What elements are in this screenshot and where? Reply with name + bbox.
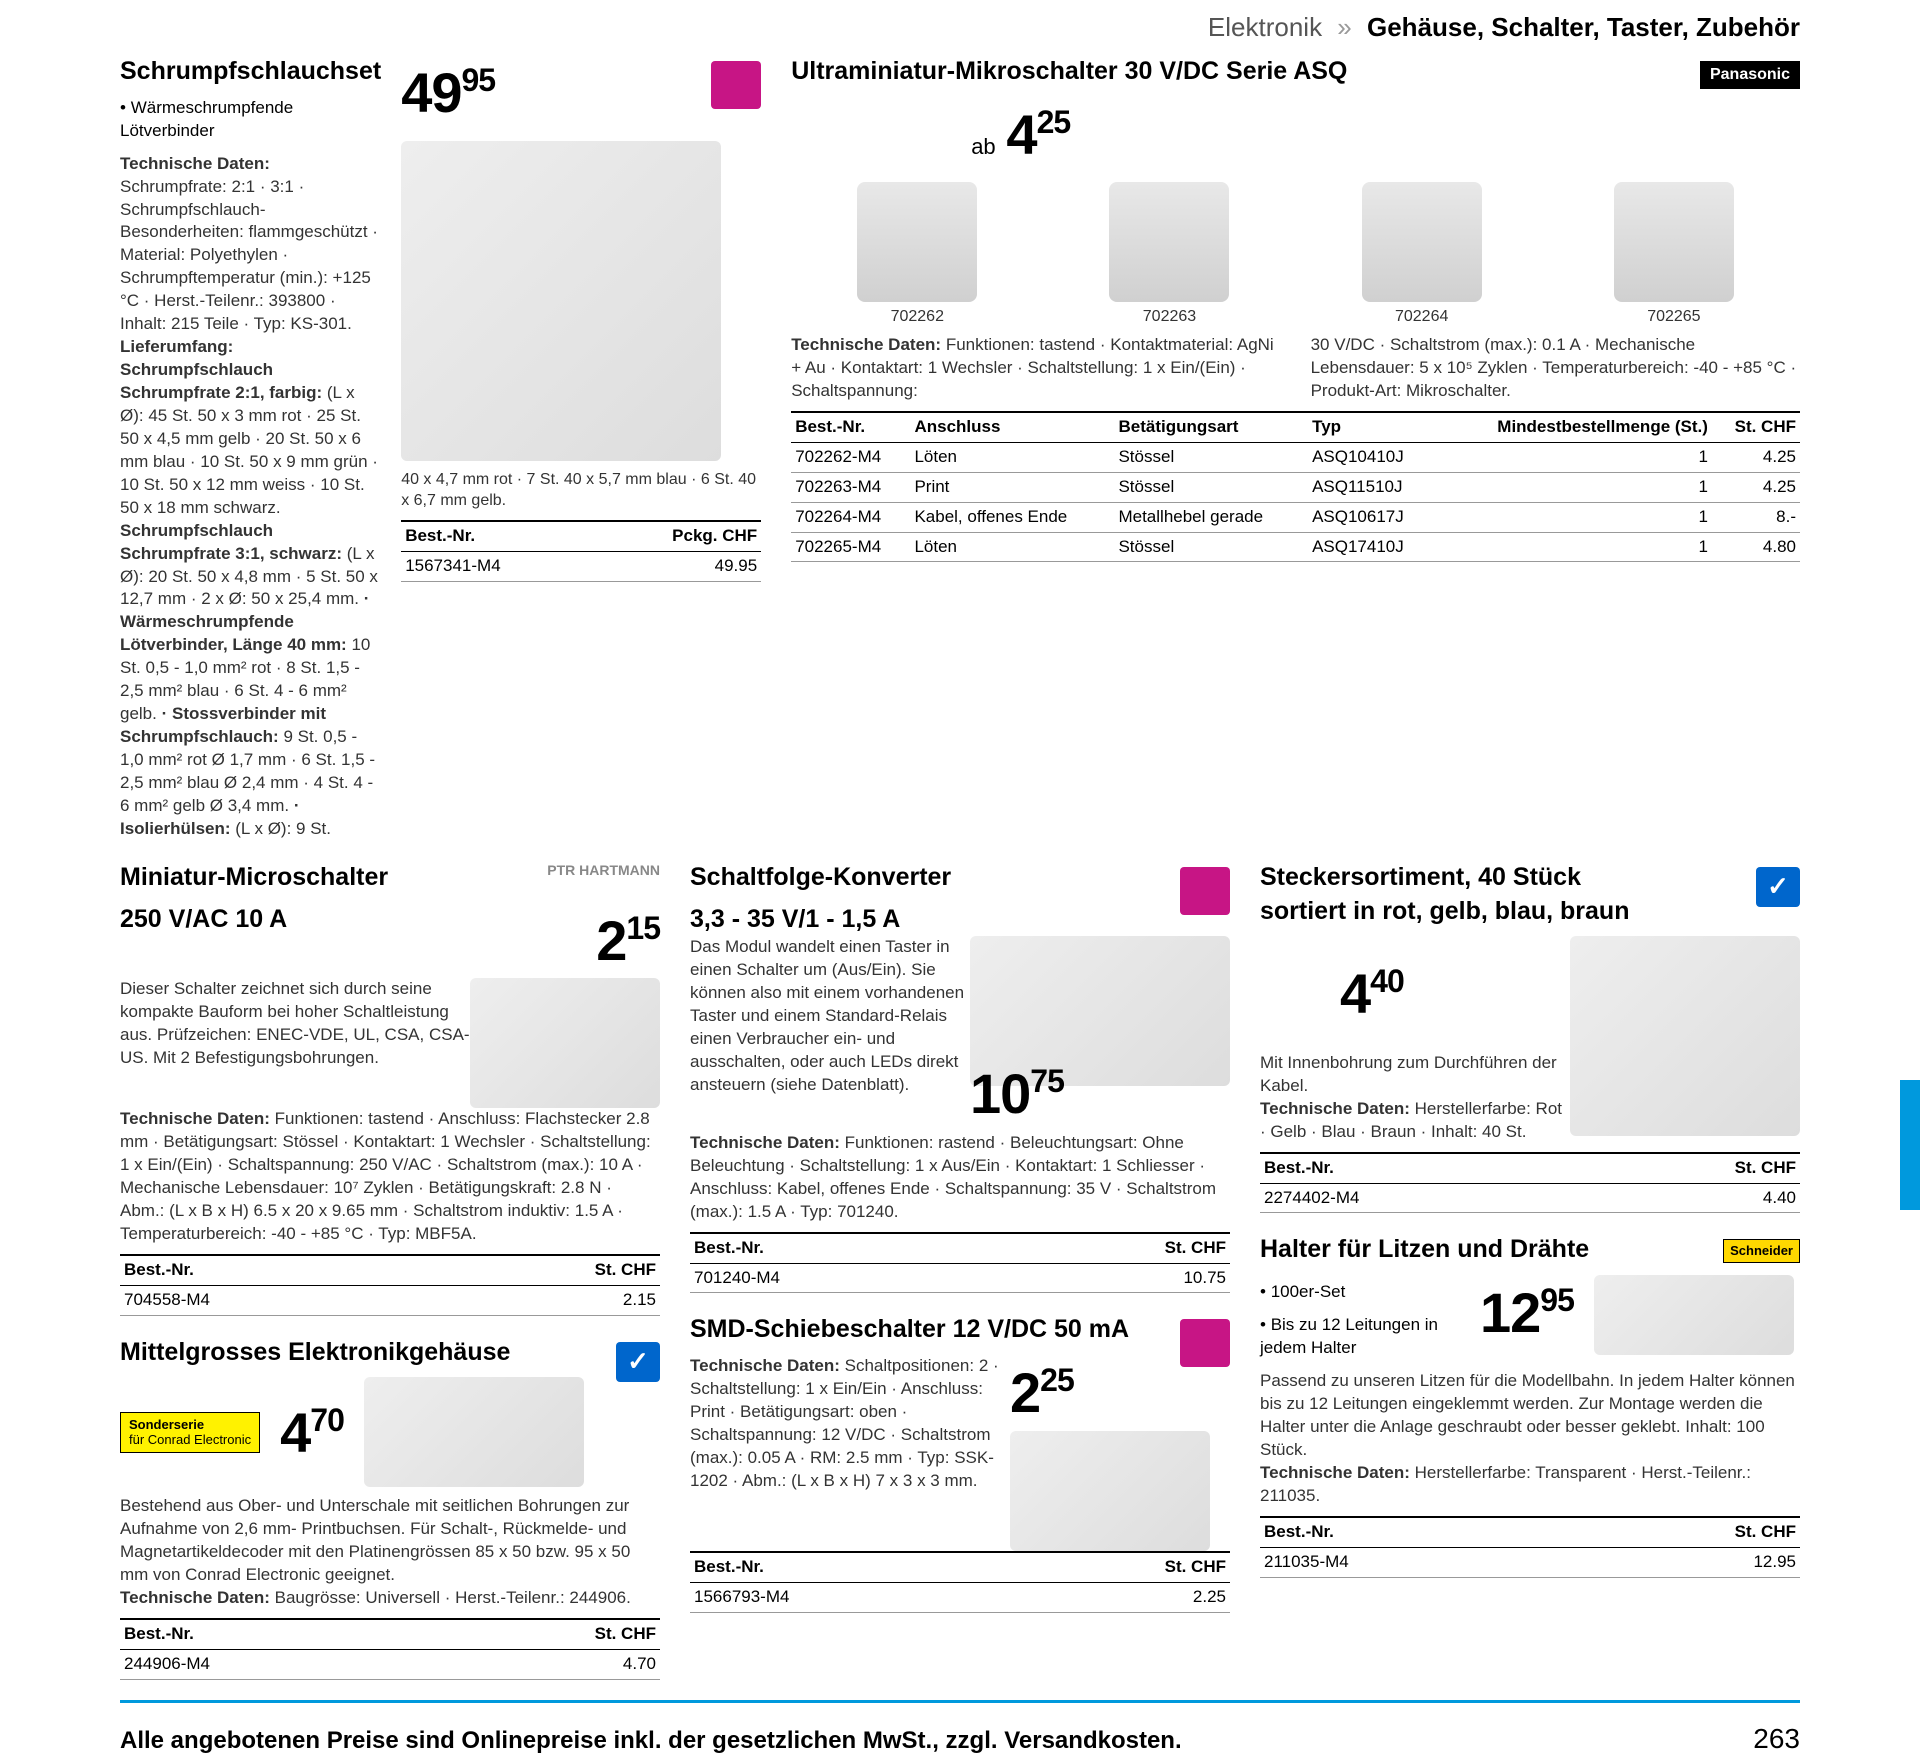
p8-tech: Technische Daten: Herstellerfarbe: Trans… <box>1260 1462 1800 1508</box>
p8-b2: Bis zu 12 Leitungen in jedem Halter <box>1260 1314 1460 1360</box>
p1-image <box>401 141 721 461</box>
p6-tech: Technische Daten: Baugrösse: Universell … <box>120 1587 660 1610</box>
p2-price-wrap: ab 425 <box>971 97 1800 173</box>
p8-desc: Passend zu unseren Litzen für die Modell… <box>1260 1370 1800 1462</box>
p4-price: 1075 <box>970 1056 1064 1132</box>
p7-price: 225 <box>1010 1355 1074 1431</box>
p8-b1: 100er-Set <box>1260 1281 1460 1304</box>
breadcrumb-sub: Gehäuse, Schalter, Taster, Zubehör <box>1367 12 1800 42</box>
p3-price: 215 <box>596 903 660 979</box>
tru-badge-icon <box>1180 867 1230 915</box>
p3-image <box>470 978 660 1108</box>
product-steckersortiment: Steckersortiment, 40 Stück sortiert in r… <box>1260 861 1800 1214</box>
breadcrumb: Elektronik » Gehäuse, Schalter, Taster, … <box>120 0 1800 55</box>
divider <box>120 1700 1800 1703</box>
ptr-brand: PTR HARTMANN <box>547 861 660 880</box>
thumb-image <box>1614 182 1734 302</box>
product-schaltfolge-konverter: Schaltfolge-Konverter 3,3 - 35 V/1 - 1,5… <box>690 861 1230 1294</box>
p2-table: Best.-Nr. Anschluss Betätigungsart Typ M… <box>791 411 1800 563</box>
p2-tech: Technische Daten: Funktionen: tastend · … <box>791 334 1800 403</box>
p8-price: 1295 <box>1480 1275 1574 1370</box>
schneider-badge: Schneider <box>1723 1239 1800 1263</box>
tru-badge-icon <box>1180 1319 1230 1367</box>
p3-subtitle: 250 V/AC 10 A <box>120 903 287 937</box>
p5-table: Best.-Nr.St. CHF 2274402-M44.40 <box>1260 1152 1800 1214</box>
p8-image <box>1594 1275 1794 1355</box>
p8-title: Halter für Litzen und Drähte <box>1260 1233 1800 1267</box>
p8-table: Best.-Nr.St. CHF 211035-M412.95 <box>1260 1516 1800 1578</box>
product-ultraminiatur: Panasonic Ultraminiatur-Mikroschalter 30… <box>791 55 1800 841</box>
p1-caption: 40 x 4,7 mm rot · 7 St. 40 x 5,7 mm blau… <box>401 469 761 512</box>
thumb-image <box>1362 182 1482 302</box>
p4-table: Best.-Nr.St. CHF 701240-M410.75 <box>690 1232 1230 1294</box>
sonderserie-tag: Sonderseriefür Conrad Electronic <box>120 1412 260 1453</box>
p1-price: 4995 <box>401 55 495 131</box>
breadcrumb-sep: » <box>1337 12 1351 42</box>
p4-subtitle: 3,3 - 35 V/1 - 1,5 A <box>690 903 1230 937</box>
p6-price: 470 <box>280 1395 344 1471</box>
product-halter-litzen: Schneider Halter für Litzen und Drähte 1… <box>1260 1233 1800 1577</box>
breadcrumb-cat: Elektronik <box>1208 12 1322 42</box>
p5-price: 440 <box>1340 956 1404 1032</box>
p1-bullet: Wärmeschrumpfende Lötverbinder <box>120 97 381 143</box>
p2-title: Ultraminiatur-Mikroschalter 30 V/DC Seri… <box>791 55 1800 89</box>
p3-table: Best.-Nr.St. CHF 704558-M42.15 <box>120 1254 660 1316</box>
product-elektronikgehaeuse: Mittelgrosses Elektronikgehäuse Sonderse… <box>120 1336 660 1680</box>
p2-thumbs: 702262 702263 702264 702265 <box>791 182 1800 328</box>
panasonic-badge: Panasonic <box>1700 61 1800 89</box>
side-tab <box>1900 1080 1920 1210</box>
thumb-image <box>1109 182 1229 302</box>
p1-tech: Technische Daten: Schrumpfrate: 2:1 · 3:… <box>120 153 381 337</box>
check-badge-icon <box>1756 867 1800 907</box>
p6-table: Best.-Nr.St. CHF 244906-M44.70 <box>120 1618 660 1680</box>
thumb-image <box>857 182 977 302</box>
p1-title: Schrumpfschlauchset <box>120 55 381 89</box>
p7-title: SMD-Schiebeschalter 12 V/DC 50 mA <box>690 1313 1230 1347</box>
product-miniatur-microschalter: PTR HARTMANN Miniatur-Microschalter 250 … <box>120 861 660 1316</box>
footer: Alle angebotenen Preise sind Onlinepreis… <box>120 1715 1800 1763</box>
p6-desc: Bestehend aus Ober- und Unterschale mit … <box>120 1495 660 1587</box>
footer-text: Alle angebotenen Preise sind Onlinepreis… <box>120 1727 1182 1755</box>
p4-title: Schaltfolge-Konverter <box>690 861 1230 895</box>
p6-title: Mittelgrosses Elektronikgehäuse <box>120 1336 660 1370</box>
p6-image <box>364 1377 584 1487</box>
check-badge-icon <box>616 1342 660 1382</box>
p7-image <box>1010 1431 1210 1551</box>
p7-table: Best.-Nr.St. CHF 1566793-M42.25 <box>690 1551 1230 1613</box>
p1-table: Best.-Nr.Pckg. CHF 1567341-M449.95 <box>401 520 761 582</box>
product-smd-schiebeschalter: SMD-Schiebeschalter 12 V/DC 50 mA 225 Te… <box>690 1313 1230 1612</box>
product-schrumpfschlauchset: Schrumpfschlauchset Wärmeschrumpfende Lö… <box>120 55 761 841</box>
p3-tech: Technische Daten: Funktionen: tastend · … <box>120 1108 660 1246</box>
page-number: 263 <box>1753 1723 1800 1755</box>
p1-scope: Lieferumfang: Schrumpfschlauch Schrumpfr… <box>120 336 381 841</box>
p5-image <box>1570 936 1800 1136</box>
p5-title: Steckersortiment, 40 Stück sortiert in r… <box>1260 861 1640 929</box>
p4-tech: Technische Daten: Funktionen: rastend · … <box>690 1132 1230 1224</box>
